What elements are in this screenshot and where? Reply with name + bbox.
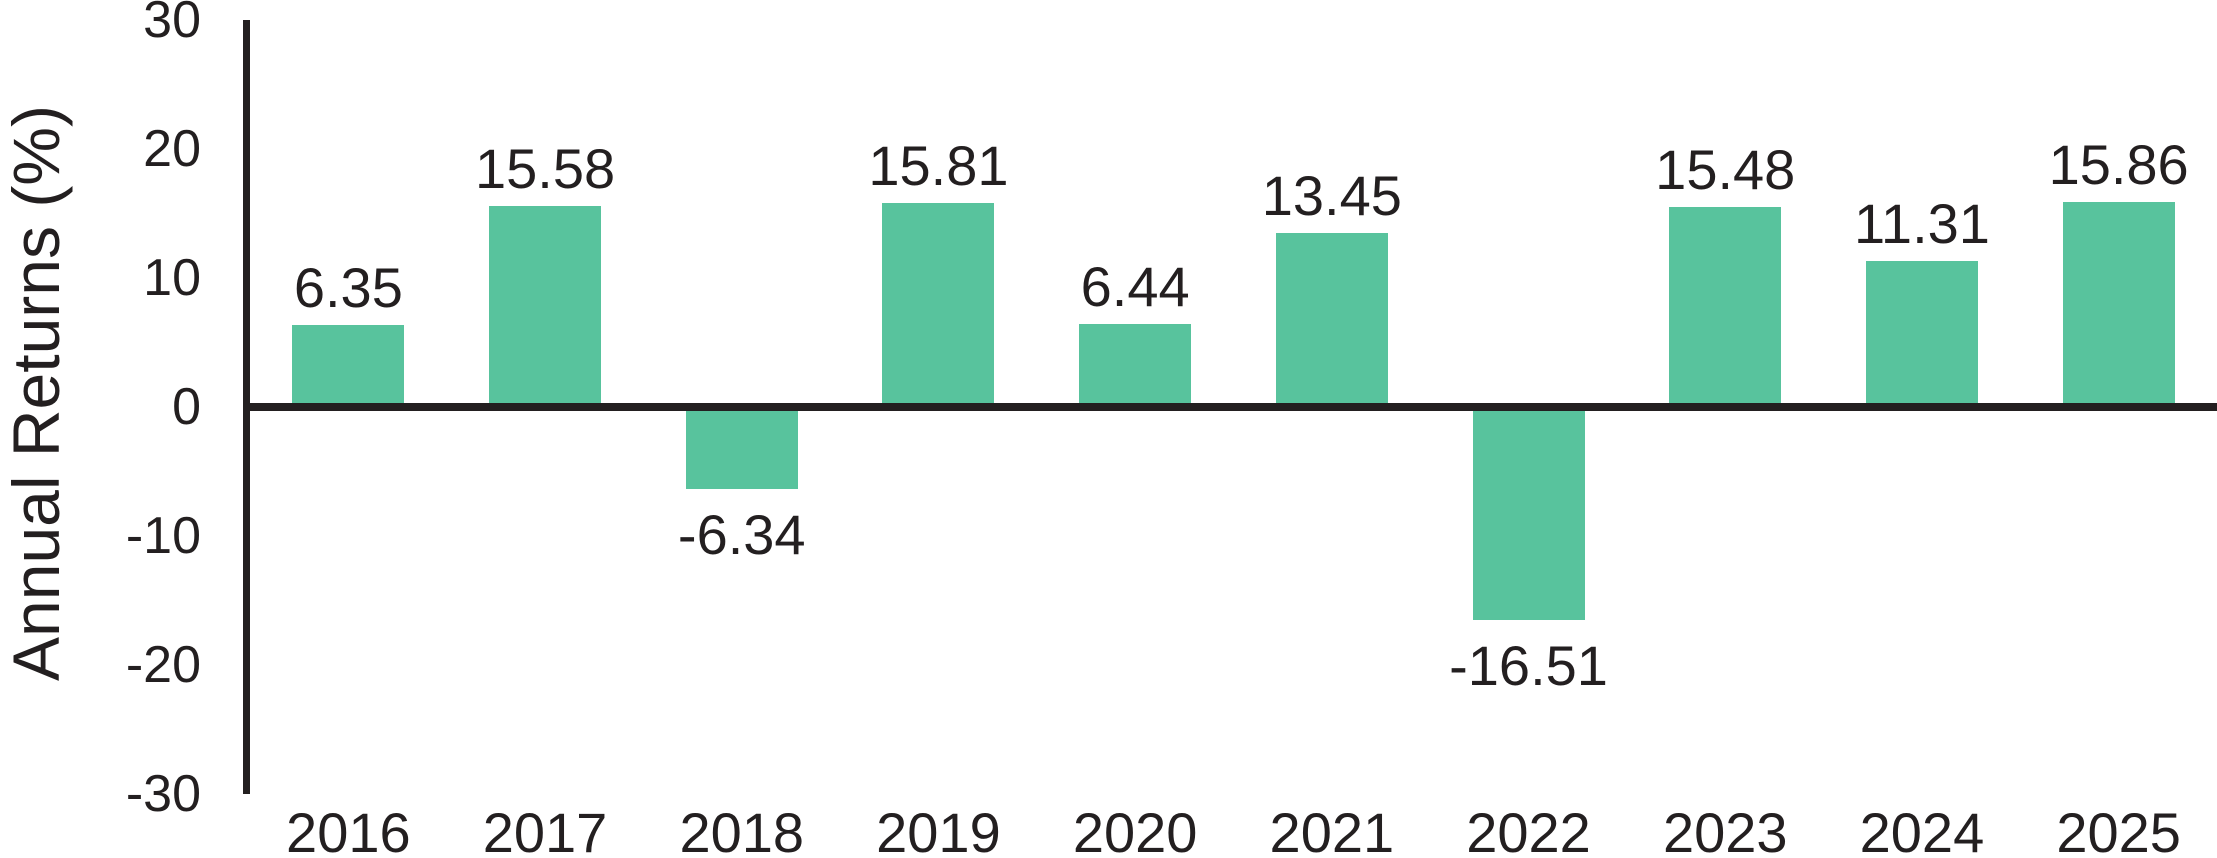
x-tick-2019: 2019	[876, 801, 1001, 858]
zero-baseline	[243, 403, 2217, 411]
value-label-2017: 15.58	[474, 137, 616, 201]
x-tick-2018: 2018	[679, 801, 805, 858]
bar-2022	[1472, 407, 1585, 620]
value-label-2024: 11.31	[1853, 192, 1990, 256]
y-tick--30: -30	[125, 765, 201, 823]
x-tick-2021: 2021	[1269, 801, 1395, 858]
y-tick--20: -20	[125, 636, 201, 694]
y-tick-10: 10	[143, 249, 201, 307]
bar-2025	[2062, 202, 2175, 407]
bar-2024	[1865, 261, 1978, 407]
bar-2017	[489, 206, 602, 407]
value-label-2023: 15.48	[1655, 138, 1796, 202]
bar-2023	[1669, 207, 1782, 407]
bar-2021	[1275, 233, 1388, 407]
value-label-2022: -16.51	[1449, 633, 1608, 697]
y-tick-30: 30	[143, 0, 201, 49]
x-tick-2016: 2016	[286, 801, 411, 858]
bar-2018	[685, 407, 798, 489]
bar-2019	[882, 203, 995, 407]
bar-2020	[1079, 323, 1192, 407]
x-tick-2017: 2017	[482, 801, 608, 858]
x-tick-2025: 2025	[2056, 801, 2181, 858]
value-label-2020: 6.44	[1080, 254, 1190, 318]
x-tick-2023: 2023	[1662, 801, 1788, 858]
x-tick-2024: 2024	[1859, 801, 1985, 858]
y-tick--10: -10	[125, 507, 201, 565]
value-label-2025: 15.86	[2048, 133, 2189, 197]
x-tick-2022: 2022	[1466, 801, 1591, 858]
value-label-2018: -6.34	[677, 502, 806, 566]
y-tick-0: 0	[172, 378, 201, 436]
bar-2016	[292, 325, 405, 407]
value-label-2016: 6.35	[293, 256, 403, 320]
value-label-2021: 13.45	[1261, 164, 1402, 228]
value-label-2019: 15.81	[868, 134, 1009, 198]
x-tick-2020: 2020	[1072, 801, 1198, 858]
y-tick-20: 20	[143, 120, 201, 178]
